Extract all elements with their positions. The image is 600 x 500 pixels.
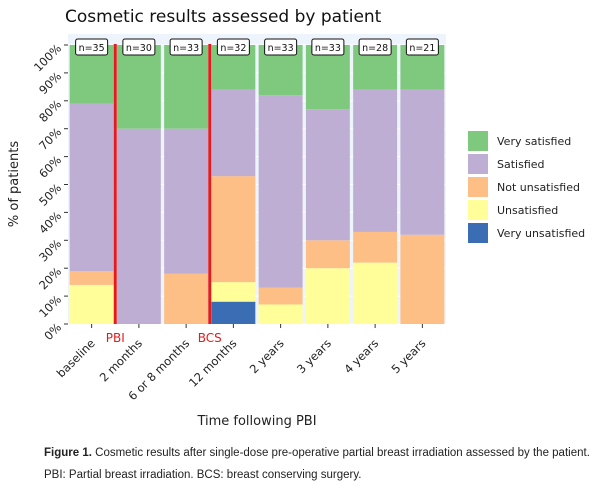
bar-segment: [69, 284, 114, 324]
bar-segment: [211, 282, 256, 302]
sample-size-label: n=33: [268, 43, 294, 54]
sample-size-box: [169, 38, 203, 56]
figure-caption: Figure 1. Cosmetic results after single-…: [44, 447, 590, 459]
bar-segment: [353, 262, 398, 324]
bar-segment: [258, 287, 303, 305]
y-tick-label: 0%: [41, 320, 64, 343]
legend-label: Very unsatisfied: [497, 227, 585, 240]
bar-segment: [353, 89, 398, 232]
legend-swatch: [468, 154, 488, 174]
chart-title: Cosmetic results assessed by patient: [65, 7, 382, 27]
sample-size-label: n=35: [79, 43, 105, 54]
y-tick-label: 30%: [36, 236, 64, 264]
x-tick-label: 2 years: [247, 336, 287, 376]
legend-swatch: [468, 200, 488, 220]
bar-segment: [353, 231, 398, 263]
legend: Very satisfied Satisfied Not unsatisfied Un…: [468, 131, 585, 243]
bar-segment: [164, 273, 209, 324]
bar-segment: [211, 176, 256, 283]
sample-size-box: [405, 38, 439, 56]
legend-label: Unsatisfied: [497, 204, 558, 217]
marker-label: PBI: [106, 331, 125, 345]
x-tick-label: 3 years: [294, 336, 334, 376]
abbreviation-note: PBI: Partial breast irradiation. BCS: br…: [44, 469, 362, 481]
sample-size-labels: n=35 n=30 n=33 n=32 n=33 n=33 n=28 n=21: [75, 38, 439, 56]
marker-label: BCS: [198, 331, 222, 345]
bar-segment: [305, 109, 350, 241]
bar-segment: [400, 89, 445, 235]
bar-segment: [305, 45, 350, 110]
bar-segment: [258, 304, 303, 324]
y-tick-label: 80%: [36, 97, 64, 125]
sample-size-label: n=33: [173, 43, 199, 54]
sample-size-box: [311, 38, 345, 56]
bar-segment: [69, 270, 114, 285]
sample-size-label: n=28: [362, 43, 388, 54]
x-tick-label: 5 years: [388, 336, 428, 376]
y-tick-label: 60%: [36, 153, 64, 181]
bar-segment: [211, 301, 256, 324]
sample-size-box: [122, 38, 156, 56]
legend-label: Satisfied: [497, 158, 545, 171]
event-markers: PBI BCS: [106, 44, 222, 345]
y-axis: 0%10%20%30%40%50%60%70%80%90%100%: [31, 41, 68, 343]
stacked-bar-chart: Cosmetic results assessed by patient PBI…: [7, 7, 585, 429]
bar-segment: [116, 128, 161, 324]
bar-segment: [164, 45, 209, 129]
x-axis-label: Time following PBI: [196, 414, 316, 429]
bar-segment: [258, 95, 303, 288]
y-tick-label: 100%: [31, 41, 64, 74]
bar-segment: [164, 128, 209, 274]
bar-segment: [116, 45, 161, 129]
sample-size-box: [75, 38, 109, 56]
legend-swatch: [468, 223, 488, 243]
y-tick-label: 10%: [36, 292, 64, 320]
sample-size-label: n=21: [409, 43, 435, 54]
bar-segment: [211, 89, 256, 177]
figure-caption-text: Cosmetic results after single-dose pre-o…: [95, 447, 590, 459]
bar-segment: [305, 240, 350, 269]
y-tick-label: 40%: [36, 209, 64, 237]
y-tick-label: 70%: [36, 125, 64, 153]
legend-label: Very satisfied: [497, 135, 571, 148]
legend-swatch: [468, 177, 488, 197]
sample-size-label: n=32: [220, 43, 246, 54]
bar-segment: [400, 234, 445, 324]
figure-label: Figure 1.: [44, 447, 92, 459]
sample-size-label: n=33: [315, 43, 341, 54]
legend-swatch: [468, 131, 488, 151]
y-tick-label: 20%: [36, 264, 64, 292]
x-tick-label: 4 years: [341, 336, 381, 376]
x-tick-label: baseline: [54, 336, 98, 380]
sample-size-box: [216, 38, 250, 56]
bar-segment: [69, 103, 114, 271]
sample-size-box: [264, 38, 298, 56]
sample-size-label: n=30: [126, 43, 152, 54]
y-tick-label: 50%: [36, 181, 64, 209]
legend-label: Not unsatisfied: [497, 181, 580, 194]
y-axis-label: % of patients: [7, 141, 22, 227]
sample-size-box: [358, 38, 392, 56]
bar-segment: [305, 268, 350, 324]
